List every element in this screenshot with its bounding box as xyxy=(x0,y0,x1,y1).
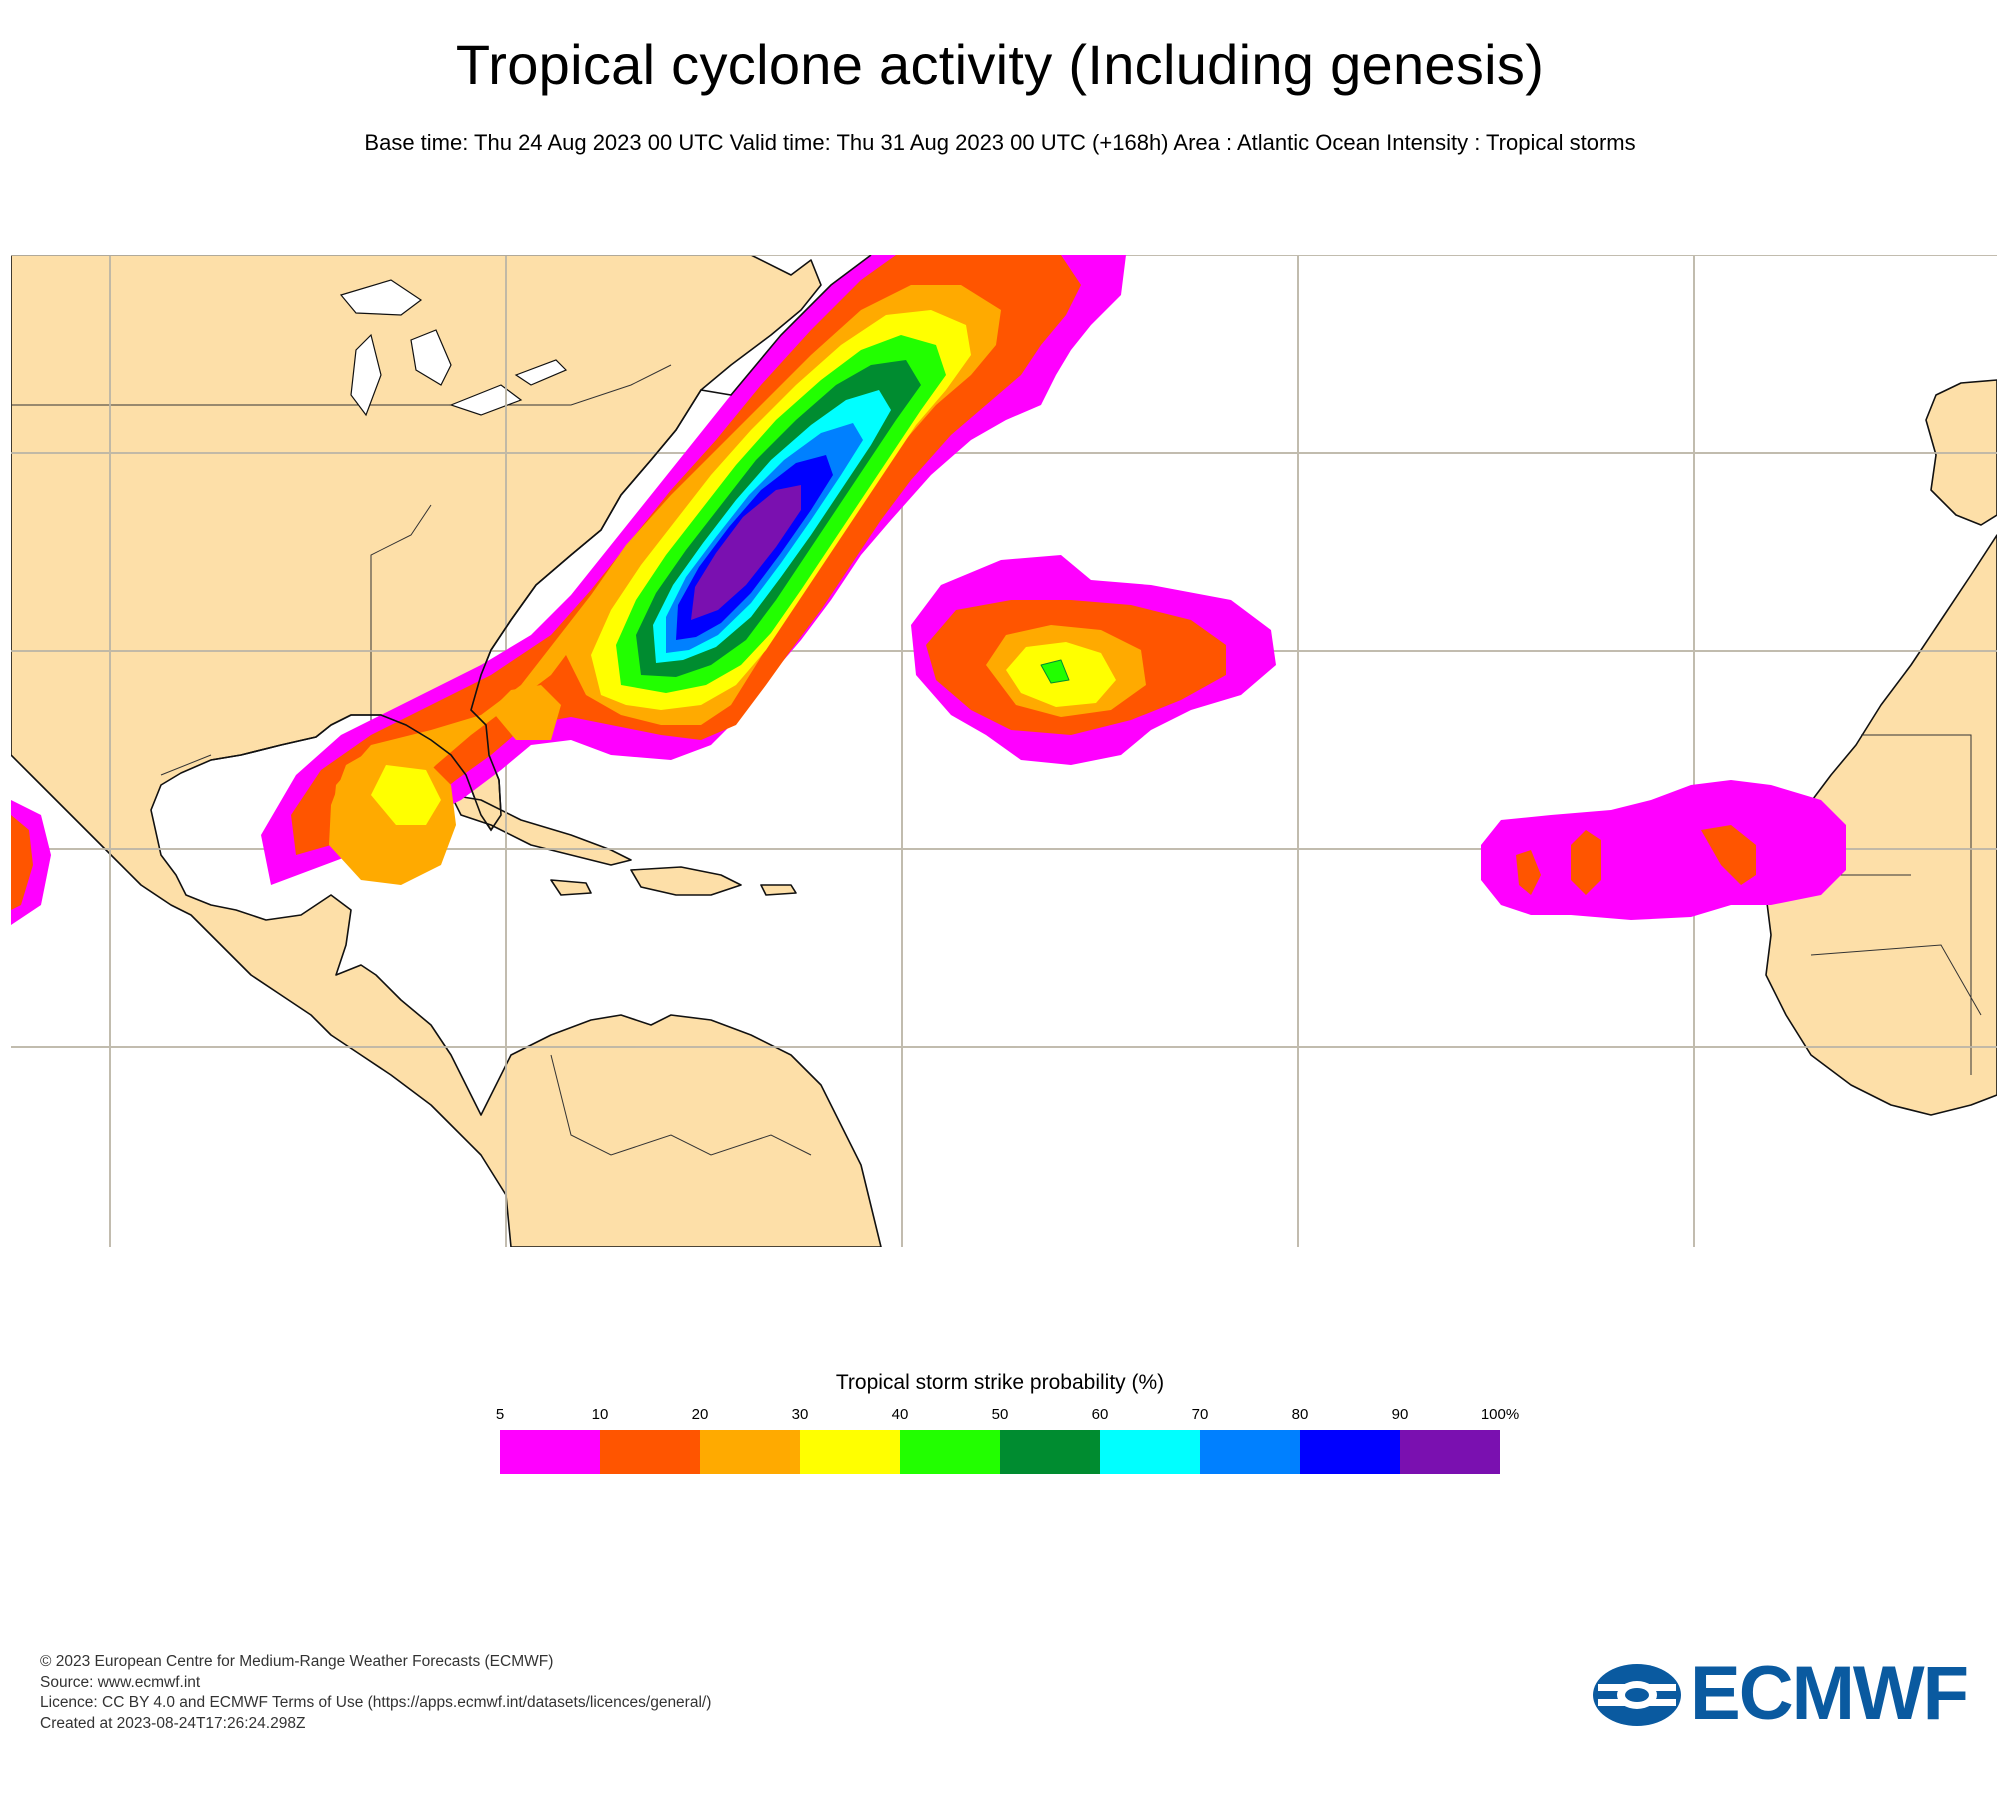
probability-map xyxy=(11,255,1997,1247)
legend-tick-label: 70 xyxy=(1191,1406,1209,1423)
footer: © 2023 European Centre for Medium-Range … xyxy=(40,1652,711,1734)
legend-color-7 xyxy=(1200,1430,1300,1474)
legend-tick-label: 60 xyxy=(1091,1406,1109,1423)
legend-tick-label: 5 xyxy=(495,1406,505,1423)
ecmwf-logo-text: ECMWF xyxy=(1690,1651,1969,1736)
legend-tick-label: 10 xyxy=(591,1406,609,1423)
east-10pct-c xyxy=(1516,850,1541,895)
legend-color-5 xyxy=(1000,1430,1100,1474)
plume-90pct xyxy=(691,485,801,620)
legend-color-0 xyxy=(500,1430,600,1474)
gulf-east-20pct xyxy=(491,685,561,740)
legend-title: Tropical storm strike probability (%) xyxy=(835,1371,1165,1394)
licence-line: Licence: CC BY 4.0 and ECMWF Terms of Us… xyxy=(40,1694,712,1711)
jamaica xyxy=(550,879,592,896)
puerto-rico xyxy=(760,884,797,896)
coastline-overlay xyxy=(210,255,872,832)
legend-tick-label: 80 xyxy=(1291,1406,1309,1423)
gulf-30pct xyxy=(371,765,441,825)
map-title: Tropical cyclone activity (Including gen… xyxy=(455,33,1545,96)
iberia-africa xyxy=(1765,379,1997,1116)
map-subtitle: Base time: Thu 24 Aug 2023 00 UTC Valid … xyxy=(364,130,1636,155)
pacific-10pct xyxy=(11,815,33,910)
legend-tick-label: 100% xyxy=(1480,1406,1520,1423)
great-lakes xyxy=(339,279,568,417)
legend-color-9 xyxy=(1400,1430,1500,1474)
source-line: Source: www.ecmwf.int xyxy=(40,1673,201,1691)
strike-probability-plumes xyxy=(11,255,1846,925)
east-10pct-a xyxy=(1571,830,1601,895)
legend-tick-label: 30 xyxy=(791,1406,809,1423)
legend-color-3 xyxy=(800,1430,900,1474)
legend-color-2 xyxy=(700,1430,800,1474)
east-5pct xyxy=(1481,780,1846,920)
hispaniola xyxy=(630,866,742,896)
legend-color-8 xyxy=(1300,1430,1400,1474)
legend-tick-label: 90 xyxy=(1391,1406,1409,1423)
legend-color-6 xyxy=(1100,1430,1200,1474)
legend-color-1 xyxy=(600,1430,700,1474)
legend-tick-label: 50 xyxy=(991,1406,1009,1423)
legend-colorbar xyxy=(500,1430,1500,1474)
created-line: Created at 2023-08-24T17:26:24.298Z xyxy=(40,1714,306,1732)
legend-tick-label: 40 xyxy=(891,1406,909,1423)
ecmwf-emblem-icon xyxy=(1593,1664,1681,1726)
central-40pct xyxy=(1040,659,1070,684)
legend-tick-label: 20 xyxy=(691,1406,709,1423)
legend-color-4 xyxy=(900,1430,1000,1474)
east-10pct-b xyxy=(1701,825,1756,885)
copyright-line: © 2023 European Centre for Medium-Range … xyxy=(40,1653,554,1670)
ecmwf-logo: ECMWF xyxy=(1592,1651,1969,1736)
legend-ticks: 5 10 20 30 40 50 60 70 80 90 100% xyxy=(496,1406,1519,1426)
